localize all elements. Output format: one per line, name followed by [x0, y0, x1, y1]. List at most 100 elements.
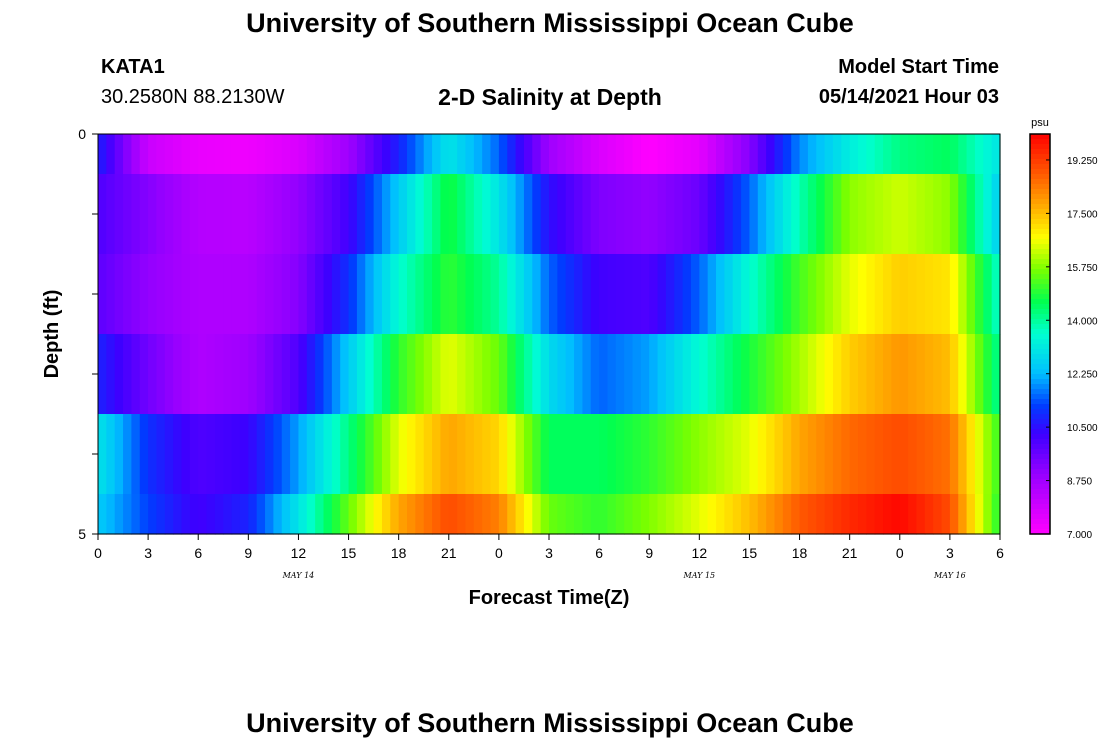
heatmap-cell: [607, 494, 617, 535]
heatmap-cell: [223, 174, 233, 255]
colorbar-tick-label: 14.000: [1067, 316, 1098, 327]
heatmap-cell: [791, 494, 801, 535]
heatmap-cell: [799, 414, 809, 495]
colorbar-tick-label: 10.500: [1067, 423, 1098, 434]
heatmap-cell: [991, 414, 1001, 495]
colorbar-swatch: [1030, 364, 1050, 370]
heatmap-cell: [724, 174, 734, 255]
heatmap-cell: [958, 174, 968, 255]
heatmap-cell: [231, 414, 241, 495]
heatmap-cell: [373, 414, 383, 495]
heatmap-cell: [649, 494, 659, 535]
heatmap-cell: [214, 254, 224, 335]
heatmap-cell: [983, 414, 993, 495]
heatmap-cell: [490, 494, 500, 535]
colorbar-tick-label: 19.250: [1067, 156, 1098, 167]
heatmap-cell: [824, 414, 834, 495]
heatmap-cell: [632, 174, 642, 255]
heatmap-cell: [515, 134, 525, 175]
heatmap-cell: [381, 414, 391, 495]
x-tick-label: 0: [94, 545, 102, 561]
heatmap-cell: [766, 174, 776, 255]
heatmap-cell: [974, 494, 984, 535]
heatmap-cell: [465, 174, 475, 255]
colorbar-swatch: [1030, 524, 1050, 530]
heatmap-cell: [540, 254, 550, 335]
heatmap-cell: [574, 414, 584, 495]
heatmap-cell: [331, 414, 341, 495]
heatmap-cell: [306, 414, 316, 495]
heatmap-cell: [632, 494, 642, 535]
heatmap-cell: [239, 414, 249, 495]
heatmap-cell: [457, 134, 467, 175]
heatmap-cell: [699, 414, 709, 495]
heatmap-cell: [707, 494, 717, 535]
heatmap-cell: [640, 414, 650, 495]
heatmap-cell: [448, 254, 458, 335]
heatmap-cell: [423, 494, 433, 535]
heatmap-cell: [699, 174, 709, 255]
footer-title: University of Southern Mississippi Ocean…: [246, 708, 854, 738]
heatmap-cell: [749, 494, 759, 535]
heatmap-cell: [348, 174, 358, 255]
heatmap-cell: [340, 414, 350, 495]
heatmap-cell: [448, 494, 458, 535]
heatmap-cell: [440, 134, 450, 175]
heatmap-cell: [807, 174, 817, 255]
heatmap-cell: [198, 334, 208, 415]
heatmap-cell: [189, 134, 199, 175]
heatmap-cell: [782, 134, 792, 175]
heatmap-cell: [665, 174, 675, 255]
heatmap-cell: [966, 494, 976, 535]
heatmap-cell: [799, 134, 809, 175]
heatmap-cell: [657, 414, 667, 495]
colorbar: psu 19.250 17.500 15.750 14.000 12.250 10.500 8…: [1029, 117, 1098, 541]
heatmap-cell: [281, 174, 291, 255]
heatmap-cell: [565, 174, 575, 255]
heatmap-cell: [106, 334, 116, 415]
heatmap-cell: [774, 254, 784, 335]
heatmap-cell: [716, 254, 725, 335]
heatmap-cell: [265, 334, 274, 415]
heatmap-cell: [106, 494, 116, 535]
heatmap-cell: [465, 494, 475, 535]
x-tick-label: 18: [391, 545, 407, 561]
heatmap-cell: [883, 414, 893, 495]
heatmap-cell: [866, 174, 876, 255]
colorbar-swatch: [1030, 454, 1050, 460]
heatmap-cell: [323, 254, 333, 335]
heatmap-cell: [732, 414, 742, 495]
heatmap-cell: [248, 334, 258, 415]
heatmap-cell: [958, 494, 968, 535]
heatmap-cell: [457, 334, 467, 415]
heatmap-cell: [181, 414, 191, 495]
heatmap-cell: [941, 494, 951, 535]
heatmap-cell: [148, 334, 158, 415]
colorbar-swatch: [1030, 449, 1050, 455]
heatmap-cell: [991, 254, 1001, 335]
heatmap-cell: [933, 174, 943, 255]
heatmap-cell: [407, 494, 416, 535]
heatmap-cell: [649, 134, 659, 175]
colorbar-swatch: [1030, 304, 1050, 310]
heatmap-cell: [273, 134, 283, 175]
heatmap-cell: [832, 134, 842, 175]
colorbar-swatch: [1030, 464, 1050, 470]
heatmap-cell: [315, 174, 325, 255]
heatmap-cell: [306, 174, 316, 255]
heatmap-cell: [732, 254, 742, 335]
heatmap-cell: [498, 414, 508, 495]
heatmap-cell: [974, 134, 984, 175]
heatmap-cell: [983, 134, 993, 175]
heatmap-cell: [256, 414, 266, 495]
heatmap-cell: [933, 414, 943, 495]
heatmap-cell: [482, 414, 492, 495]
heatmap-cell: [423, 134, 433, 175]
heatmap-cell: [415, 414, 425, 495]
heatmap-cell: [156, 334, 166, 415]
heatmap-cell: [323, 174, 333, 255]
heatmap-cell: [640, 254, 650, 335]
colorbar-swatch: [1030, 259, 1050, 265]
heatmap-cell: [440, 334, 450, 415]
heatmap-cell: [532, 414, 542, 495]
